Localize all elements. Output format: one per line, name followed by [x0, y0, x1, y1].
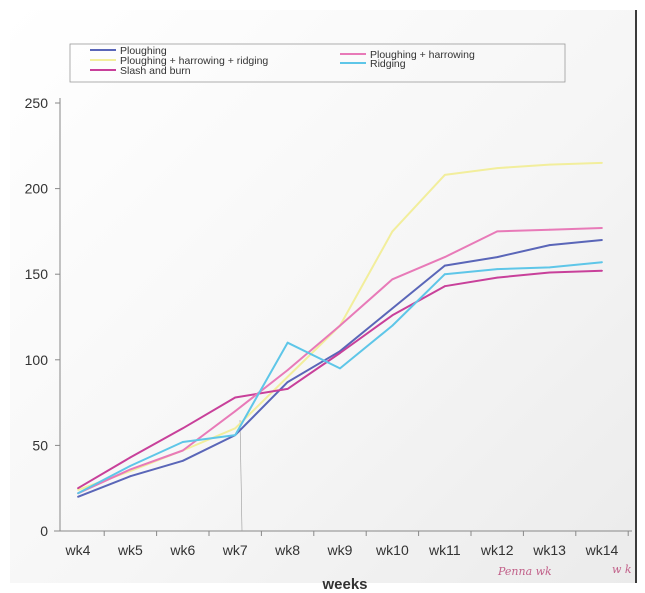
y-tick-label: 200: [25, 181, 49, 197]
data-point: [391, 278, 394, 281]
data-point: [548, 244, 551, 247]
y-tick-label: 150: [25, 266, 49, 282]
data-point: [443, 285, 446, 288]
data-point: [286, 376, 289, 378]
y-tick-label: 0: [40, 523, 48, 539]
data-point: [548, 228, 551, 231]
data-point: [286, 369, 289, 371]
data-point: [181, 427, 184, 430]
legend-label: Ploughing + harrowing: [370, 49, 475, 61]
data-point: [391, 307, 394, 310]
data-point: [548, 163, 551, 166]
data-point: [77, 489, 79, 491]
data-point: [234, 410, 237, 413]
data-point: [339, 367, 341, 370]
series-line: [77, 269, 603, 490]
data-point: [548, 266, 551, 269]
x-tick-label: wk14: [585, 542, 619, 558]
series-4: [77, 261, 603, 495]
paper-background: [10, 10, 637, 583]
data-point: [496, 256, 499, 258]
x-tick-label: wk11: [428, 542, 461, 558]
series-line: [77, 261, 603, 495]
data-point: [234, 396, 237, 399]
x-tick-label: wk8: [274, 542, 300, 558]
data-point: [181, 459, 184, 462]
data-point: [129, 475, 132, 478]
data-point: [129, 468, 132, 471]
axes: 0 50 100 150 200 250 wk4 wk5 wk6 wk7 wk8 wk9 wk10 wk1…: [25, 95, 632, 558]
data-point: [129, 456, 132, 459]
data-point: [496, 167, 499, 170]
data-point: [234, 427, 237, 430]
x-tick-label: wk10: [375, 542, 409, 558]
data-point: [181, 441, 184, 443]
data-point: [391, 314, 394, 317]
series-2: [77, 269, 603, 490]
data-point: [548, 271, 551, 274]
data-point: [77, 492, 79, 495]
x-axis-title: weeks: [321, 576, 367, 593]
data-point: [391, 230, 394, 233]
data-point: [601, 239, 603, 241]
x-tick-label: wk9: [327, 542, 353, 558]
x-tick-label: wk4: [65, 542, 91, 558]
data-point: [443, 273, 446, 276]
data-point: [601, 162, 603, 164]
x-tick-label: wk6: [169, 542, 195, 558]
y-tick-label: 250: [25, 95, 49, 111]
x-tick-label: wk5: [117, 542, 143, 558]
legend-label: Ridging: [370, 58, 406, 70]
data-point: [496, 276, 499, 279]
x-tick-label: wk7: [222, 542, 248, 558]
data-point: [339, 352, 341, 354]
y-tick-label: 100: [25, 352, 49, 368]
handwritten-note-2: w k: [612, 563, 632, 576]
legend-box: [69, 43, 566, 83]
handwritten-note-1: Penna wk: [498, 565, 552, 578]
data-point: [601, 227, 603, 229]
legend-label: Ploughing: [120, 45, 167, 57]
data-point: [601, 261, 603, 264]
data-point: [129, 465, 132, 467]
data-point: [286, 388, 289, 390]
data-point: [77, 487, 79, 490]
pencil-mark: [239, 419, 243, 532]
data-point: [443, 174, 446, 176]
data-point: [443, 264, 446, 267]
legend-label: Slash and burn: [120, 65, 191, 77]
data-point: [496, 268, 499, 270]
data-point: [181, 449, 184, 452]
y-tick-label: 50: [32, 437, 48, 453]
x-tick-label: wk12: [480, 542, 514, 558]
data-point: [339, 324, 341, 327]
data-point: [286, 381, 289, 383]
x-tick-label: wk13: [532, 542, 566, 558]
data-point: [601, 269, 603, 272]
series-group: [77, 161, 603, 498]
data-point: [77, 495, 79, 498]
data-point: [443, 256, 446, 258]
data-point: [286, 341, 289, 344]
legend-label: Ploughing + harrowing + ridging: [120, 55, 268, 67]
data-point: [234, 434, 237, 436]
data-point: [391, 324, 394, 327]
data-point: [496, 230, 499, 233]
